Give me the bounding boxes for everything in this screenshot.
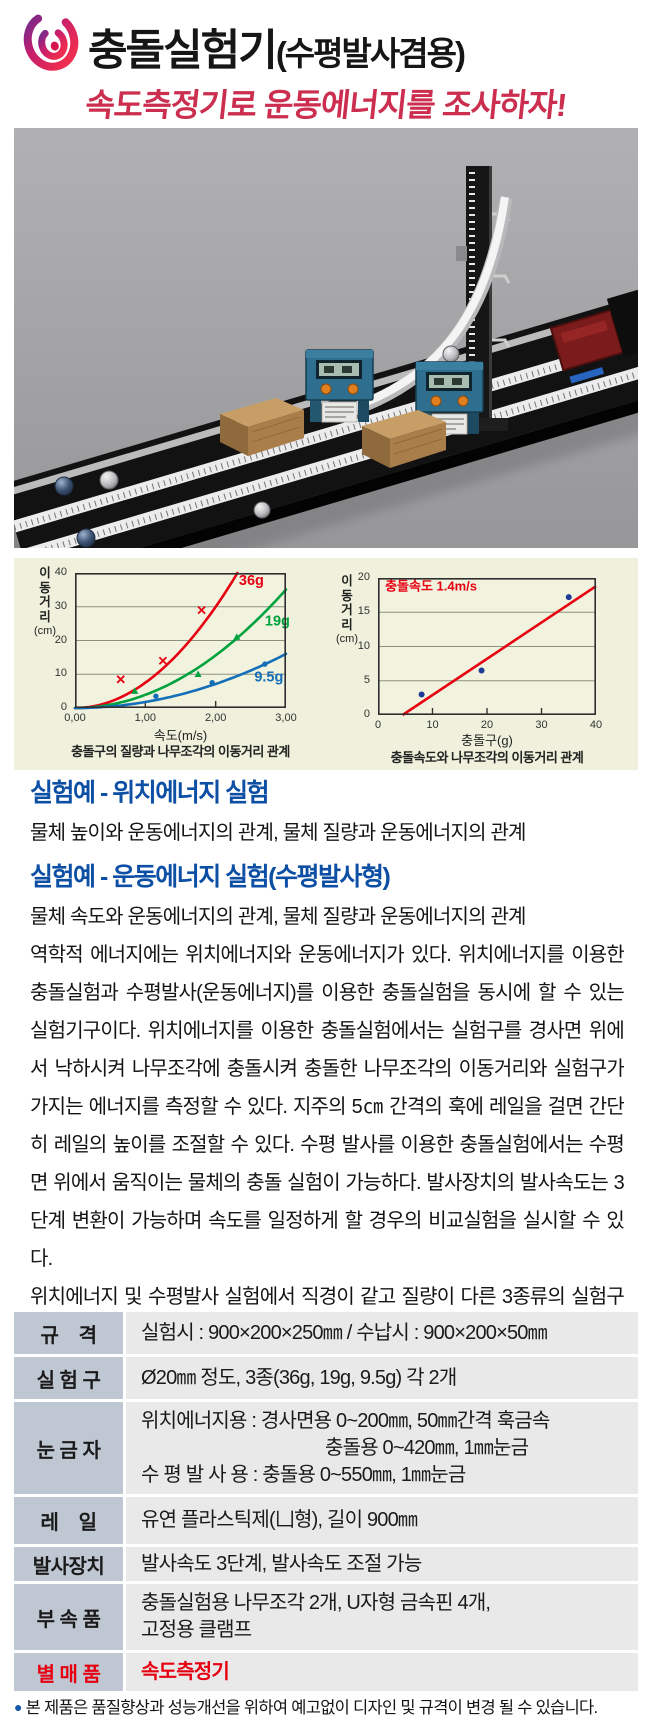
spec-value-line: 위치에너지용 : 경사면용 0~200㎜, 50㎜간격 훅금속 <box>141 1409 550 1432</box>
section-paragraph: 물체 속도와 운동에너지의 관계, 물체 질량과 운동에너지의 관계 <box>30 906 526 928</box>
svg-text:36g: 36g <box>239 573 264 589</box>
svg-text:19g: 19g <box>265 613 290 629</box>
spec-row-value: Ø20㎜ 정도, 3종(36g, 19g, 9.5g) 각 2개 <box>126 1357 638 1399</box>
spec-table: 규 격 실험시 : 900×200×250㎜ / 수납시 : 900×200×50… <box>14 1312 638 1694</box>
spec-row: 발사장치 발사속도 3단계, 발사속도 조절 가능 <box>14 1547 638 1581</box>
svg-text:9.5g: 9.5g <box>254 670 283 686</box>
chart1-caption: 충돌구의 질량과 나무조각의 이동거리 관계 <box>71 744 290 759</box>
spec-row: 실 험 구 Ø20㎜ 정도, 3종(36g, 19g, 9.5g) 각 2개 <box>14 1357 638 1399</box>
x-tick-label: 30 <box>535 719 548 731</box>
y-tick-label: 0 <box>60 701 67 713</box>
chart1-xaxis-label: 속도(m/s) <box>153 728 208 743</box>
pole-hook <box>492 338 511 348</box>
product-title-suffix: (수평발사겸용) <box>275 35 466 72</box>
y-axis-label: 이 동 거 리 (cm) <box>336 574 358 645</box>
section-heading: 실험예 - 운동에너지 실험(수평발사형) <box>30 863 391 891</box>
brand-spiral-logo-icon <box>23 11 79 71</box>
spec-value-line: 충돌용 0~420㎜, 1㎜눈금 <box>325 1436 529 1459</box>
svg-text:충돌속도 1.4m/s: 충돌속도 1.4m/s <box>385 578 477 593</box>
spec-row-label: 눈 금 자 <box>14 1402 123 1494</box>
steel-ball-on-rail <box>442 345 460 363</box>
spec-row: 규 격 실험시 : 900×200×250㎜ / 수납시 : 900×200×50… <box>14 1312 638 1354</box>
spec-row-label: 별 매 품 <box>14 1653 123 1691</box>
section-body: 물체 높이와 운동에너지의 관계, 물체 질량과 운동에너지의 관계 <box>30 814 624 852</box>
y-tick-label: 15 <box>357 605 370 618</box>
x-tick-label: 10 <box>426 719 439 731</box>
footer-disclaimer: ● 본 제품은 품질향상과 성능개선을 위하여 예고없이 디자인 및 규격이 변… <box>14 1694 638 1718</box>
y-tick-label: 20 <box>54 633 67 646</box>
y-tick-label: 5 <box>363 673 370 686</box>
y-axis-label: 이 동 거 리 (cm) <box>34 566 56 637</box>
spec-value-line: Ø20㎜ 정도, 3종(36g, 19g, 9.5g) 각 2개 <box>141 1366 457 1389</box>
y-tick-label: 20 <box>357 571 370 583</box>
spec-row-label: 부 속 품 <box>14 1584 123 1650</box>
section-paragraph: 위치에너지 및 수평발사 실험에서 직경이 같고 질량이 다른 3종류의 실험구… <box>30 1286 624 1308</box>
y-tick-label: 10 <box>357 639 370 652</box>
spec-row-label: 실 험 구 <box>14 1357 123 1399</box>
y-tick-label: 30 <box>54 599 67 612</box>
spec-row-value: 발사속도 3단계, 발사속도 조절 가능 <box>126 1547 638 1581</box>
product-photo <box>14 128 638 548</box>
spec-row-value: 유연 플라스틱제(凵형), 길이 900㎜ <box>126 1497 638 1544</box>
spec-row: 레 일 유연 플라스틱제(凵형), 길이 900㎜ <box>14 1497 638 1544</box>
section-paragraph: 물체 높이와 운동에너지의 관계, 물체 질량과 운동에너지의 관계 <box>30 822 526 844</box>
product-title: 충돌실험기(수평발사겸용) <box>88 16 466 78</box>
spec-value-line: 고정용 클램프 <box>141 1619 252 1641</box>
x-tick-label: 3,00 <box>275 712 297 724</box>
footer-bullet-icon: ● <box>14 1699 22 1715</box>
spec-value-line: 실험시 : 900×200×250㎜ / 수납시 : 900×200×50㎜ <box>141 1321 548 1344</box>
section-heading: 실험예 - 위치에너지 실험 <box>30 779 270 807</box>
x-tick-label: 0,00 <box>64 712 86 724</box>
spec-row-value: 실험시 : 900×200×250㎜ / 수납시 : 900×200×50㎜ <box>126 1312 638 1354</box>
x-tick-label: 40 <box>589 719 603 731</box>
x-tick-label: 2,00 <box>204 712 227 724</box>
spec-row-label: 규 격 <box>14 1312 123 1354</box>
spec-value-line: 충돌실험용 나무조각 2개, U자형 금속핀 4개, <box>141 1592 491 1614</box>
chart2-xaxis-label: 충돌구(g) <box>461 733 513 748</box>
launcher-housing <box>606 287 638 357</box>
pole-hook <box>492 274 511 284</box>
spec-row-label: 발사장치 <box>14 1547 123 1581</box>
spec-value-line: 속도측정기 <box>141 1660 230 1683</box>
spec-row: 부 속 품 충돌실험용 나무조각 2개, U자형 금속핀 4개, 고정용 클램프 <box>14 1584 638 1650</box>
section-paragraph: 역학적 에너지에는 위치에너지와 운동에너지가 있다. 위치에너지를 이용한 충… <box>30 944 624 1270</box>
spec-row-label: 레 일 <box>14 1497 123 1544</box>
chart2-caption: 충돌속도와 나무조각의 이동거리 관계 <box>390 750 584 765</box>
y-tick-label: 0 <box>363 708 370 720</box>
spec-row: 별 매 품 속도측정기 <box>14 1653 638 1691</box>
footer-text: 본 제품은 품질향상과 성능개선을 위하여 예고없이 디자인 및 규격이 변경 … <box>21 1699 598 1717</box>
experiment-balls <box>54 470 271 548</box>
x-tick-label: 0 <box>374 719 382 731</box>
x-tick-label: 1,00 <box>134 712 157 724</box>
speed-sensor-left <box>305 349 374 423</box>
spec-value-line: 발사속도 3단계, 발사속도 조절 가능 <box>141 1552 422 1575</box>
chart-panel: 속도(m/s) 충돌구의 질량과 나무조각의 이동거리 관계 충돌구(g) 충돌… <box>14 558 638 770</box>
spec-row-value: 속도측정기 <box>126 1653 638 1691</box>
base-board-group <box>14 287 638 548</box>
spec-value-line: 수 평 발 사 용 : 충돌용 0~550㎜, 1㎜눈금 <box>141 1463 466 1486</box>
section-potential-energy: 실험예 - 위치에너지 실험 물체 높이와 운동에너지의 관계, 물체 질량과 … <box>30 778 624 852</box>
x-tick-label: 20 <box>480 719 494 731</box>
y-tick-label: 10 <box>54 667 67 680</box>
description-sections: 실험예 - 위치에너지 실험 물체 높이와 운동에너지의 관계, 물체 질량과 … <box>30 778 624 1310</box>
y-tick-label: 40 <box>54 566 67 578</box>
chart-plot-area: 충돌속도 1.4m/s <box>378 578 597 717</box>
spec-value-line: 유연 플라스틱제(凵형), 길이 900㎜ <box>141 1509 418 1531</box>
catch-phrase: 속도측정기로 운동에너지를 조사하자! <box>83 87 568 123</box>
section-kinetic-energy: 실험예 - 운동에너지 실험(수평발사형) 물체 속도와 운동에너지의 관계, … <box>30 862 624 1310</box>
spec-row: 눈 금 자 위치에너지용 : 경사면용 0~200㎜, 50㎜간격 훅금속 충돌용 … <box>14 1402 638 1494</box>
product-title-main: 충돌실험기 <box>88 27 278 75</box>
chart-plot-area: 36g 19g 9.5g <box>73 571 290 710</box>
spec-row-value: 충돌실험용 나무조각 2개, U자형 금속핀 4개, 고정용 클램프 <box>126 1584 638 1650</box>
